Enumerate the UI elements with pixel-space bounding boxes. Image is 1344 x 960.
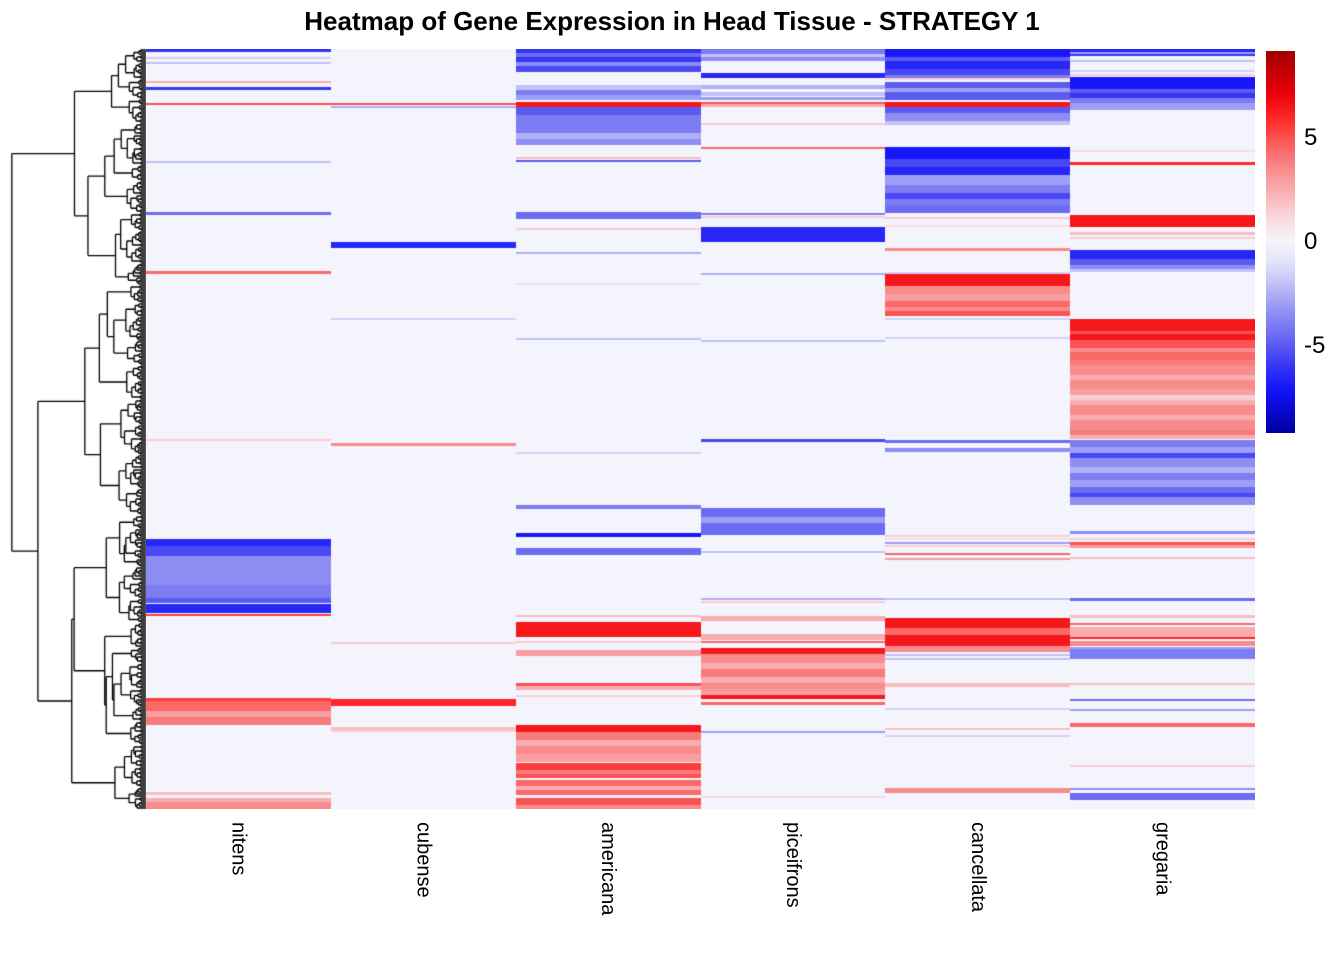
chart-title: Heatmap of Gene Expression in Head Tissu… <box>304 6 1040 36</box>
column-label-cubense: cubense <box>412 822 435 898</box>
colorbar-gradient <box>1266 51 1295 433</box>
column-label-gregaria: gregaria <box>1151 822 1174 896</box>
colorbar-tick-label: 0 <box>1304 228 1318 255</box>
heatmap-cells <box>146 49 1255 809</box>
colorbar-tick-label: 5 <box>1304 124 1318 152</box>
row-dendrogram <box>0 0 150 960</box>
column-label-nitens: nitens <box>227 822 250 876</box>
column-label-piceifrons: piceifrons <box>781 822 804 908</box>
column-label-americana: americana <box>597 822 620 916</box>
colorbar-tick-label: -5 <box>1304 331 1326 359</box>
column-label-cancellata: cancellata <box>966 822 989 913</box>
